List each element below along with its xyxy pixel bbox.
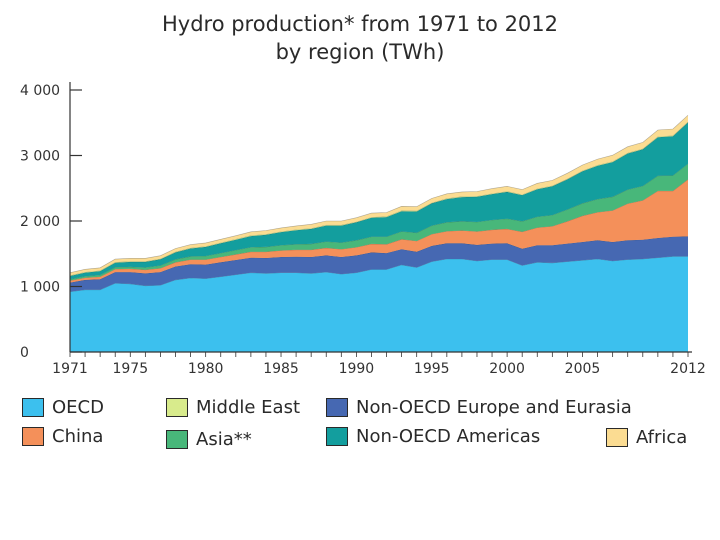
chart-title-line-1: Hydro production* from 1971 to 2012 xyxy=(161,12,559,36)
area-series-group xyxy=(69,114,689,352)
x-tick-label: 1980 xyxy=(188,361,224,377)
legend-swatch-middle-east xyxy=(166,397,188,417)
legend-item-middle-east: Middle East xyxy=(166,395,300,419)
area-oecd xyxy=(70,256,688,352)
x-tick-label: 1975 xyxy=(112,361,148,377)
axes-group: 0 1 000 2 000 3 000 4 000 1971 1975 1980 1985 199… xyxy=(20,82,706,377)
area-china xyxy=(70,179,688,283)
legend-item-africa: Africa xyxy=(606,425,687,449)
area-africa xyxy=(70,115,688,276)
legend-swatch-china xyxy=(22,426,44,446)
legend-item-asia: Asia** xyxy=(166,427,252,451)
legend-label-africa: Africa xyxy=(636,426,688,448)
x-tick-label: 1995 xyxy=(414,361,450,377)
legend-item-non-oecd-europe: Non-OECD Europe and Eurasia xyxy=(326,395,632,419)
y-tick-label: 1 000 xyxy=(20,280,60,296)
legend: OECD China Middle East Asia** Non-OECD E… xyxy=(0,388,720,458)
legend-label-asia: Asia** xyxy=(196,428,252,450)
area-non-oecd-europe-and-eurasia xyxy=(70,236,688,292)
chart-title-line-2: by region (TWh) xyxy=(275,40,445,64)
legend-swatch-africa xyxy=(606,427,628,447)
legend-label-oecd: OECD xyxy=(52,396,104,418)
area-chart: 0 1 000 2 000 3 000 4 000 1971 1975 1980 1985 199… xyxy=(20,82,706,377)
legend-swatch-asia xyxy=(166,429,188,449)
area-non-oecd-americas xyxy=(70,122,688,280)
legend-swatch-non-oecd-europe xyxy=(326,397,348,417)
y-tick-label: 2 000 xyxy=(20,214,60,230)
area-edge-africa xyxy=(69,114,689,273)
legend-swatch-oecd xyxy=(22,397,44,417)
legend-label-middle-east: Middle East xyxy=(196,396,301,418)
x-tick-label: 1985 xyxy=(263,361,299,377)
area-asia xyxy=(70,163,688,281)
x-tick-label: 1971 xyxy=(52,361,88,377)
x-tick-label: 1990 xyxy=(339,361,375,377)
chart-title: Hydro production* from 1971 to 2012 by r… xyxy=(0,10,720,66)
y-tick-label: 4 000 xyxy=(20,83,60,99)
legend-label-non-oecd-americas: Non-OECD Americas xyxy=(356,425,541,447)
x-tick-label: 2005 xyxy=(565,361,601,377)
y-tick-label: 0 xyxy=(20,345,29,361)
legend-item-china: China xyxy=(22,424,103,448)
legend-label-china: China xyxy=(52,425,104,447)
legend-item-oecd: OECD xyxy=(22,395,104,419)
legend-item-non-oecd-americas: Non-OECD Americas xyxy=(326,424,540,448)
y-tick-label: 3 000 xyxy=(20,149,60,165)
legend-label-non-oecd-europe: Non-OECD Europe and Eurasia xyxy=(356,396,632,418)
legend-swatch-non-oecd-americas xyxy=(326,426,348,446)
x-tick-label: 2000 xyxy=(489,361,525,377)
x-tick-label: 2012 xyxy=(670,361,706,377)
